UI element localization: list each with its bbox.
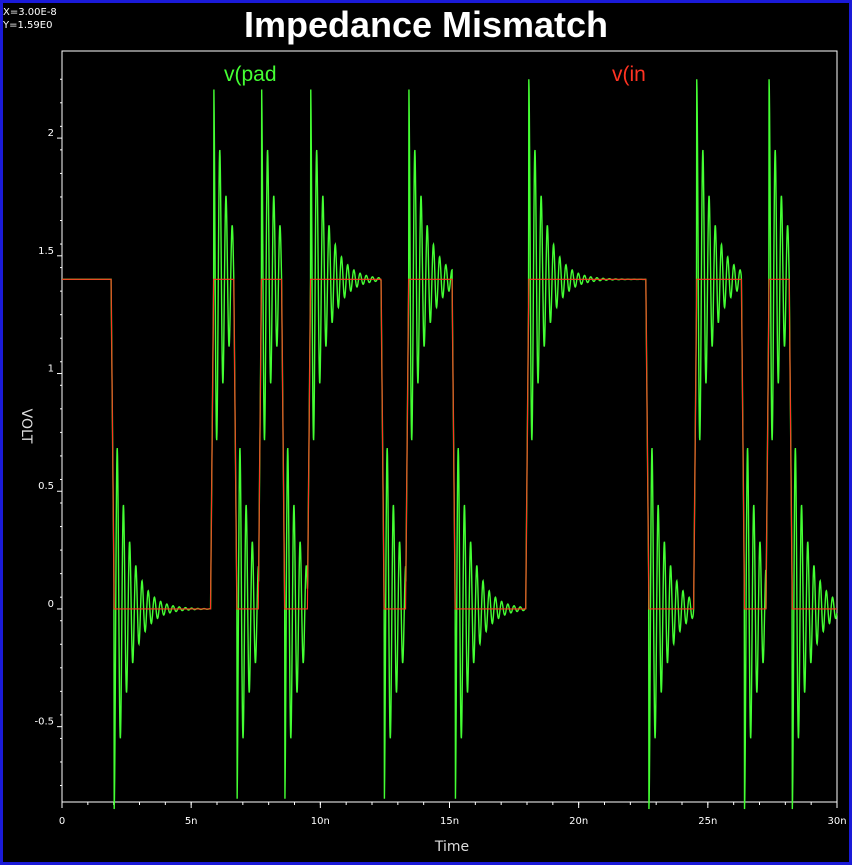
x-tick-label: 0 xyxy=(59,816,65,827)
cursor-readout: X=3.00E-8 Y=1.59E0 xyxy=(3,6,57,32)
y-tick-label: 0 xyxy=(48,599,54,610)
y-axis-label: VOLT xyxy=(18,409,34,444)
cursor-y-readout: Y=1.59E0 xyxy=(3,20,53,31)
x-tick-label: 20n xyxy=(569,816,588,827)
series-layer xyxy=(62,79,838,810)
x-tick-label: 30n xyxy=(827,816,846,827)
series-line-v-pad xyxy=(62,79,838,810)
y-tick-label: -0.5 xyxy=(34,717,54,728)
x-tick-label: 25n xyxy=(698,816,717,827)
chart-title: Impedance Mismatch xyxy=(243,4,609,45)
y-tick-label: 2 xyxy=(48,128,54,139)
legend-series-v-in: v(in xyxy=(612,63,646,86)
y-axis: -0.5 0 0.5 1 1.5 2 xyxy=(34,78,62,787)
y-tick-label: 1.5 xyxy=(38,246,54,257)
series-line-v-in xyxy=(62,278,837,610)
x-axis-label: Time xyxy=(434,839,469,855)
x-tick-label: 15n xyxy=(440,816,459,827)
y-tick-label: 0.5 xyxy=(38,481,54,492)
y-tick-label: 1 xyxy=(48,364,54,375)
plot-area-border xyxy=(61,50,838,803)
cursor-x-readout: X=3.00E-8 xyxy=(3,7,57,18)
legend-series-v-pad: v(pad xyxy=(224,63,277,86)
x-tick-label: 5n xyxy=(185,816,198,827)
x-tick-label: 10n xyxy=(311,816,330,827)
x-axis: 0 5n 10n 15n 20n 25n 30n xyxy=(59,802,847,827)
